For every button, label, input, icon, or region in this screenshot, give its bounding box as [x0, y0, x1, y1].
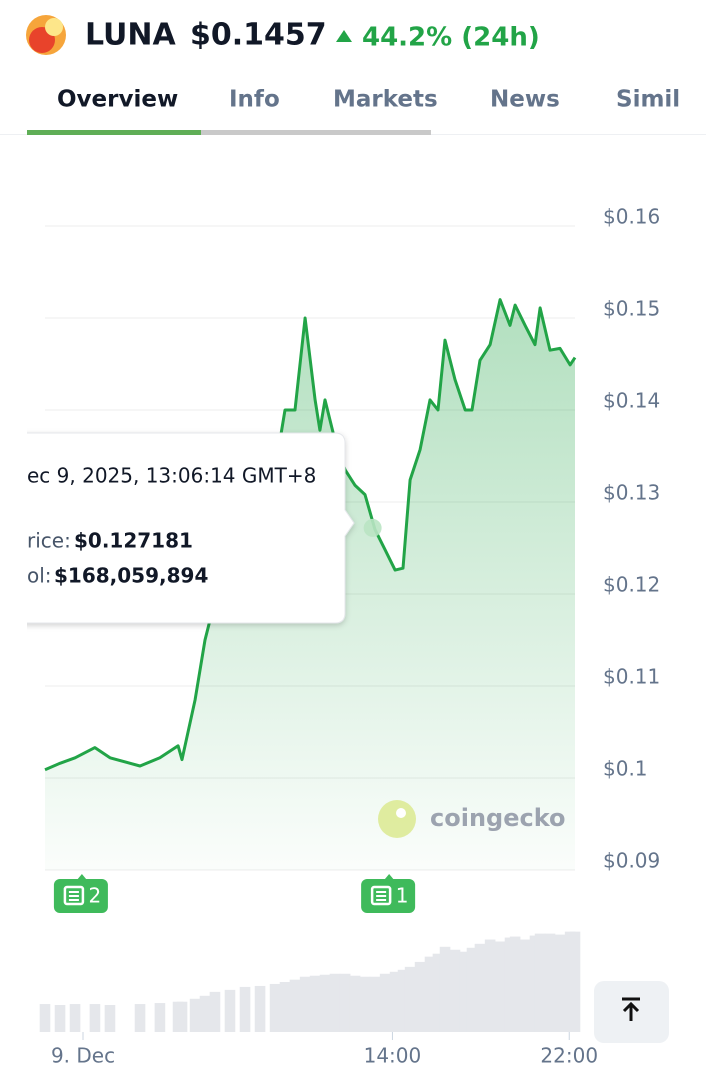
- volume-bar: [39, 1004, 51, 1032]
- news-icon-lines: [376, 891, 387, 901]
- volume-bar: [404, 966, 416, 1032]
- y-tick-label: $0.12: [603, 573, 660, 597]
- watermark-text: coingecko: [430, 804, 566, 832]
- scroll-top-button[interactable]: [594, 981, 669, 1043]
- volume-bar: [209, 991, 221, 1032]
- price-line: [44, 298, 577, 772]
- volume-bar: [339, 973, 351, 1032]
- tab-indicator: [27, 130, 201, 135]
- volume-bar: [534, 933, 546, 1032]
- volume-bar: [279, 981, 291, 1032]
- tab[interactable]: Markets: [333, 87, 438, 113]
- volume-bar: [484, 939, 496, 1032]
- volume-bar: [349, 975, 361, 1032]
- event-badge[interactable]: 1: [361, 874, 416, 913]
- volume-bar: [389, 971, 401, 1032]
- badge-pointer: [76, 874, 87, 880]
- tooltip-price: $0.127181: [74, 529, 193, 553]
- volume-bar: [494, 941, 506, 1032]
- volume-bar: [509, 936, 521, 1032]
- volume-bar: [54, 1005, 66, 1032]
- tooltip-vol-label: ol:: [27, 564, 52, 588]
- volume-bar: [519, 939, 531, 1032]
- tab-scroll-track: [27, 130, 431, 135]
- volume-bar: [466, 947, 478, 1032]
- tabs: Overview Info Markets News Simila: [0, 78, 706, 135]
- volume-bar: [424, 956, 436, 1032]
- tab[interactable]: Info: [229, 87, 280, 113]
- y-tick-label: $0.09: [603, 849, 660, 873]
- badge-count: 2: [89, 884, 102, 908]
- volume-bar: [254, 985, 266, 1032]
- volume-bar: [189, 998, 201, 1032]
- volume-bar: [379, 973, 391, 1032]
- volume-bar: [329, 973, 341, 1032]
- y-tick-label: $0.16: [603, 205, 660, 229]
- x-tick-label: 22:00: [540, 1044, 598, 1067]
- arrow-icon: [622, 997, 640, 1021]
- volume-bar: [397, 969, 409, 1032]
- change: 44.2% (24h): [362, 23, 540, 53]
- y-tick-label: $0.15: [603, 297, 660, 321]
- volume-bar: [554, 934, 566, 1032]
- watermark-eye: [396, 808, 406, 818]
- volume-bar: [89, 1004, 101, 1032]
- volume-bar: [369, 976, 381, 1032]
- news-icon: [63, 885, 85, 906]
- volume-bar: [154, 1003, 166, 1032]
- y-tick-label: $0.13: [603, 481, 660, 505]
- news-icon-lines: [68, 891, 79, 901]
- y-tick-label: $0.14: [603, 389, 660, 413]
- volume-bar: [432, 953, 444, 1032]
- tooltip-price-label: rice:: [27, 529, 71, 553]
- volume-bar: [414, 961, 426, 1032]
- price: $0.1457: [190, 18, 327, 53]
- badge-count: 1: [396, 884, 409, 908]
- tooltip-box: [27, 432, 355, 624]
- volume-bar: [299, 976, 311, 1032]
- x-tick-label: 14:00: [364, 1044, 422, 1067]
- volume-bar: [439, 946, 451, 1032]
- volume-bar: [69, 1004, 81, 1032]
- header: LUNA $0.1457 44.2% (24h): [26, 15, 540, 55]
- logo-highlight: [45, 18, 63, 36]
- watermark-logo: [378, 800, 416, 838]
- volume-bar: [134, 1004, 146, 1032]
- watermark: coingecko: [378, 800, 566, 838]
- tooltip-vol: $168,059,894: [54, 564, 208, 588]
- x-tick-label: 9. Dec: [51, 1044, 115, 1067]
- volume-bar: [239, 986, 251, 1032]
- volume-bar: [449, 949, 461, 1032]
- up-arrow: [336, 30, 352, 42]
- news-icon: [370, 885, 392, 906]
- volume-bar: [199, 995, 211, 1032]
- chart: $0.16 $0.15 $0.14 $0.13 $0.12 $0.11 $0.1 $0.09 c…: [27, 205, 660, 1067]
- event-badge[interactable]: 2: [53, 874, 108, 913]
- volume-bar: [269, 983, 281, 1032]
- volume-bar: [319, 974, 331, 1032]
- symbol: LUNA: [85, 18, 177, 53]
- volume-bar: [544, 933, 556, 1032]
- volume-bar: [359, 976, 371, 1032]
- tooltip-date: ec 9, 2025, 13:06:14 GMT+8: [27, 464, 316, 488]
- volume-bar: [224, 989, 236, 1032]
- tooltip: ec 9, 2025, 13:06:14 GMT+8 rice: $0.127181…: [27, 432, 355, 624]
- volume-bar: [176, 1001, 188, 1032]
- badge-pointer: [384, 874, 395, 880]
- volume-bar: [569, 931, 581, 1032]
- tab[interactable]: News: [490, 87, 560, 113]
- volume-bar: [289, 979, 301, 1032]
- tab[interactable]: Overview: [57, 87, 178, 113]
- y-tick-label: $0.11: [603, 665, 660, 689]
- volume-bar: [474, 943, 486, 1032]
- volume-bar: [104, 1005, 116, 1032]
- tab-fade: [680, 78, 706, 118]
- volume-bar: [459, 951, 471, 1032]
- y-tick-label: $0.1: [603, 757, 648, 781]
- hover-point: [363, 518, 382, 537]
